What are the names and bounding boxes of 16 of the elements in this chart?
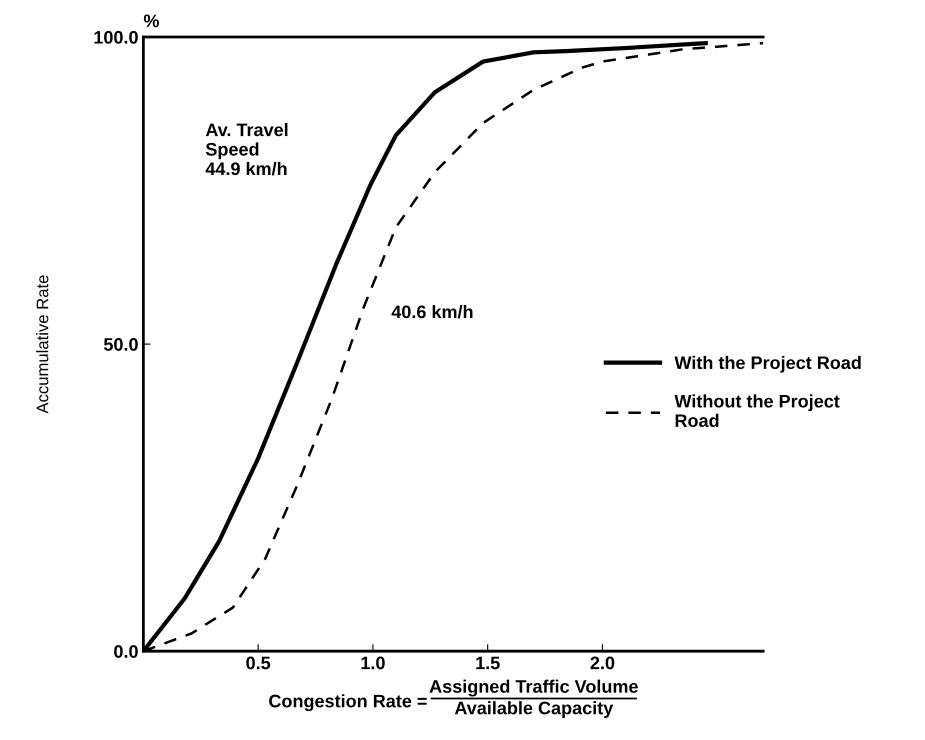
legend-label: With the Project Road	[674, 356, 861, 373]
y-axis-title: Accumulative Rate	[36, 275, 48, 414]
y-tick-label: 100.0	[94, 30, 138, 44]
x-axis-title: Congestion Rate =	[269, 694, 427, 712]
annotation: Av. Travel Speed 44.9 km/h	[206, 122, 288, 176]
text: Available Capacity	[454, 701, 614, 718]
x-tick-label: 1.0	[362, 656, 385, 670]
x-tick-label: 2.0	[590, 656, 614, 670]
text: %	[144, 14, 159, 28]
x-tick-label: 1.5	[476, 656, 500, 670]
y-tick-label: 0.0	[114, 645, 138, 658]
x-tick-label: 0.5	[246, 656, 270, 670]
annotation: 40.6 km/h	[392, 304, 472, 318]
legend-label: Without the Project Road	[674, 394, 840, 428]
y-tick-label: 50.0	[104, 338, 138, 351]
text: Assigned Traffic Volume	[430, 680, 638, 697]
